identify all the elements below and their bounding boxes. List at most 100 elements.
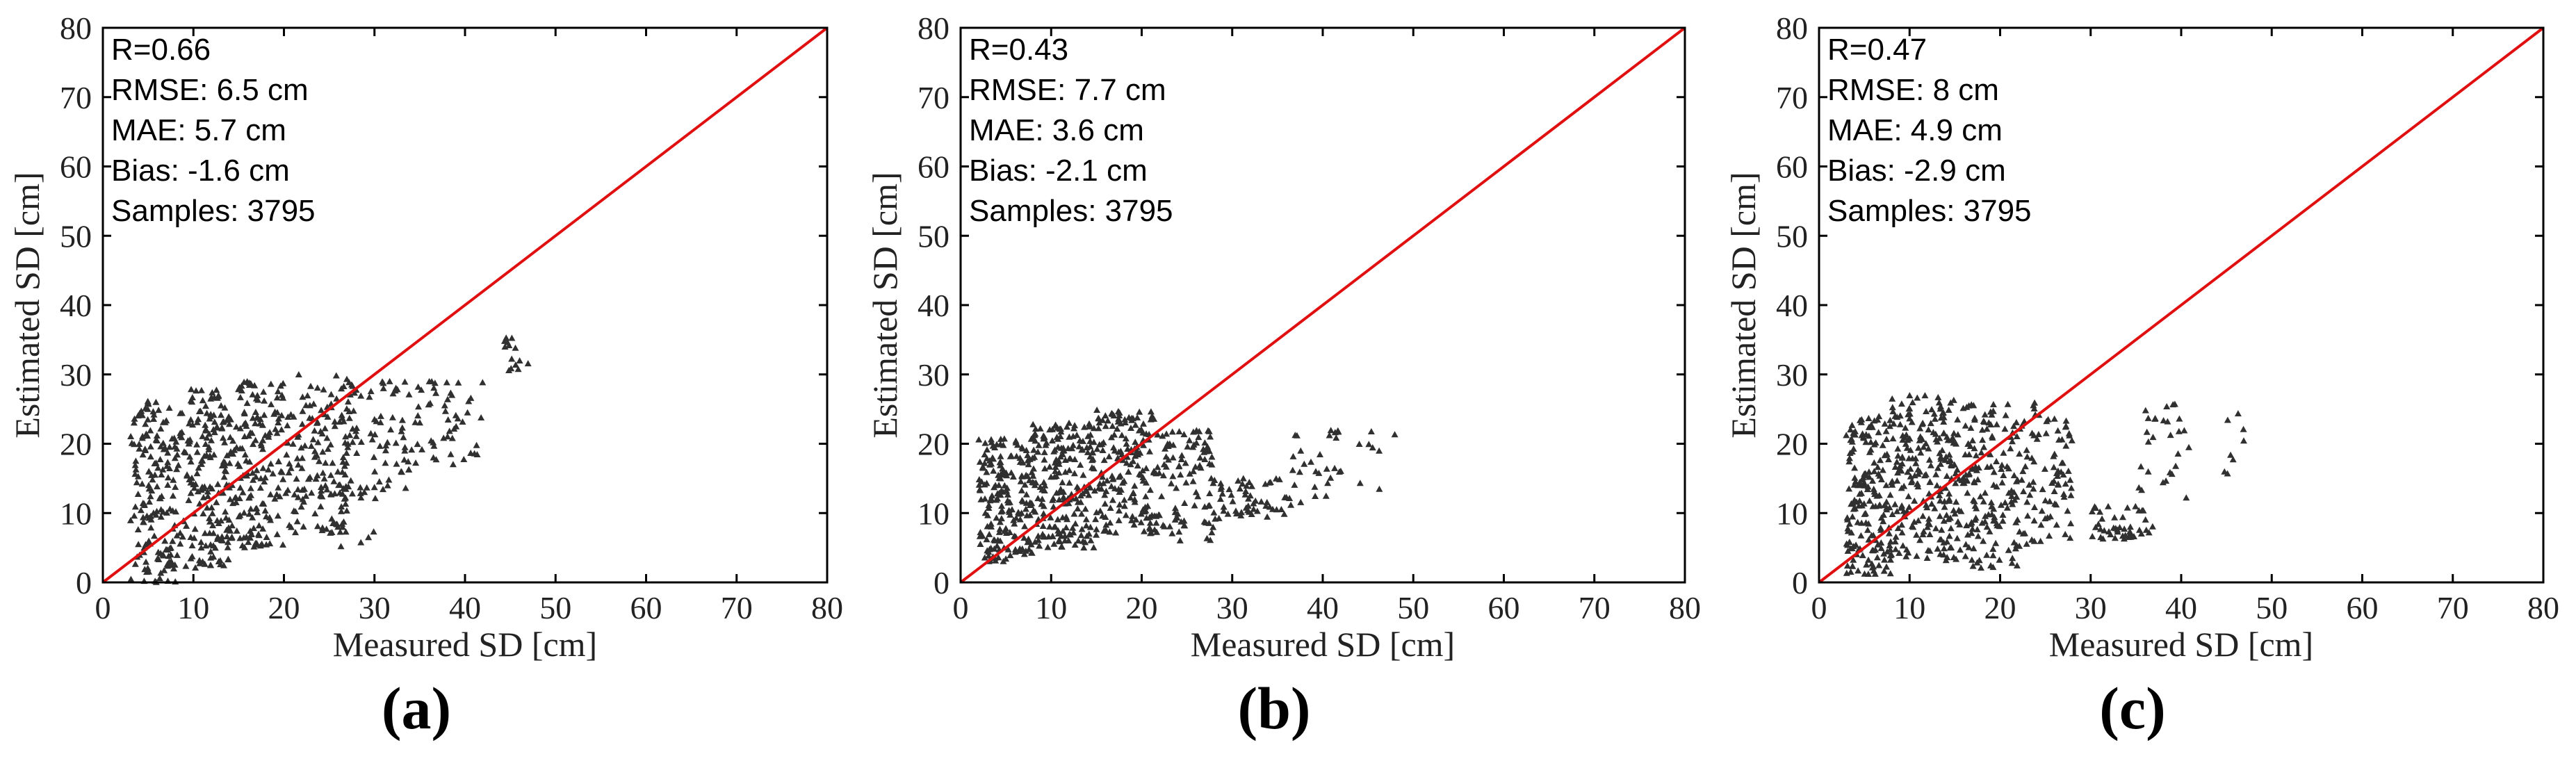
data-point — [1877, 539, 1885, 546]
data-point — [1937, 536, 1945, 543]
data-point — [2096, 508, 2104, 515]
data-point — [1925, 515, 1933, 522]
data-point — [161, 537, 169, 544]
data-point — [467, 394, 475, 401]
data-point — [2149, 434, 2157, 441]
data-point — [217, 561, 225, 568]
data-point — [2020, 488, 2028, 495]
data-point — [221, 404, 229, 411]
data-point — [1907, 465, 1914, 472]
data-point — [1957, 546, 1964, 553]
data-point — [997, 459, 1004, 466]
data-point — [206, 514, 213, 521]
data-point — [1973, 452, 1980, 459]
data-point — [1001, 482, 1009, 489]
data-point — [1100, 527, 1108, 534]
data-point — [1886, 556, 1894, 563]
data-point — [202, 441, 209, 447]
data-point — [145, 482, 152, 489]
data-point — [2062, 417, 2070, 424]
data-point — [1072, 520, 1079, 527]
data-point — [2142, 516, 2149, 523]
data-point — [2013, 562, 2021, 568]
data-point — [197, 386, 205, 393]
y-tick-label: 40 — [918, 288, 949, 323]
data-point — [1166, 523, 1173, 530]
data-point — [1850, 445, 1857, 452]
data-point — [2005, 489, 2012, 496]
data-point — [1036, 542, 1043, 549]
data-point — [1845, 520, 1853, 527]
data-point — [1050, 540, 1058, 547]
data-point — [1077, 532, 1085, 539]
data-point — [1253, 507, 1261, 514]
data-point — [1210, 509, 1218, 516]
data-point — [159, 439, 167, 446]
data-point — [1953, 466, 1961, 473]
data-point — [156, 575, 163, 582]
data-point — [2000, 449, 2007, 456]
data-point — [218, 425, 226, 432]
data-point — [1998, 479, 2006, 486]
data-point — [1206, 460, 1213, 466]
data-point — [2221, 468, 2228, 475]
data-point — [1146, 486, 1154, 493]
data-point — [220, 473, 228, 480]
data-point — [2013, 477, 2020, 484]
data-point — [1196, 454, 1204, 461]
data-point — [1059, 447, 1067, 454]
data-point — [1002, 555, 1010, 562]
data-point — [1146, 524, 1153, 531]
data-point — [1029, 472, 1037, 479]
data-point — [976, 486, 984, 493]
data-point — [441, 402, 448, 409]
data-point — [192, 564, 199, 571]
data-point — [1218, 490, 1226, 497]
data-point — [444, 395, 451, 402]
data-point — [2003, 504, 2011, 511]
data-point — [173, 532, 181, 539]
data-point — [1007, 469, 1015, 476]
data-point — [2037, 521, 2045, 528]
data-point — [1847, 568, 1854, 575]
data-point — [252, 395, 260, 402]
data-point — [2098, 515, 2106, 522]
data-point — [187, 489, 195, 496]
data-point — [2043, 418, 2051, 425]
y-tick-label: 40 — [1776, 288, 1808, 323]
data-point — [331, 418, 339, 425]
data-point — [2012, 418, 2020, 425]
data-point — [184, 471, 191, 478]
data-point — [173, 466, 181, 473]
data-point — [1095, 425, 1102, 432]
data-point — [1916, 425, 1924, 432]
data-point — [1132, 452, 1139, 459]
data-point — [1845, 539, 1853, 545]
data-point — [1101, 491, 1109, 498]
data-point — [2126, 523, 2134, 530]
data-point — [1892, 533, 1900, 540]
data-point — [147, 427, 154, 434]
data-point — [1286, 495, 1294, 501]
data-point — [316, 457, 323, 464]
data-point — [2013, 493, 2021, 500]
data-point — [203, 409, 211, 416]
y-tick-label: 20 — [60, 427, 92, 462]
data-point — [1086, 437, 1094, 444]
data-point — [2023, 498, 2031, 505]
data-point — [1018, 486, 1025, 493]
data-point — [357, 484, 364, 491]
data-point — [1909, 523, 1917, 530]
data-point — [1854, 567, 1862, 574]
data-point — [387, 426, 395, 433]
data-point — [1102, 514, 1109, 520]
data-point — [2031, 399, 2039, 406]
data-point — [432, 389, 440, 396]
data-point — [214, 480, 222, 487]
data-point — [131, 415, 138, 422]
data-point — [312, 475, 320, 482]
data-point — [993, 542, 1001, 549]
data-point — [1874, 416, 1882, 423]
data-point — [1055, 537, 1063, 544]
data-point — [990, 455, 997, 462]
